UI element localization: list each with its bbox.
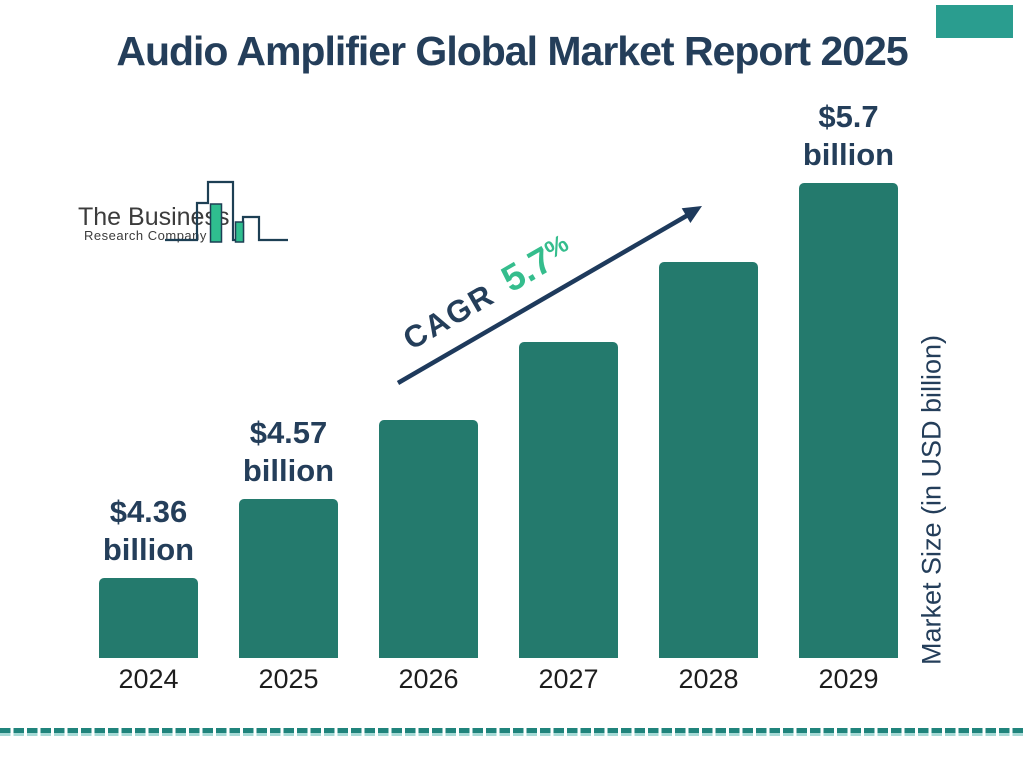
x-tick-2028: 2028 bbox=[678, 664, 739, 694]
x-tick-2027: 2027 bbox=[538, 664, 599, 694]
y-axis-label: Market Size (in USD billion) bbox=[916, 334, 947, 666]
bar-2027 bbox=[519, 342, 618, 658]
bottom-dashed-divider bbox=[0, 728, 1024, 736]
dashed-line-dark bbox=[0, 728, 1024, 733]
logo-bars-icon bbox=[165, 180, 288, 243]
page-title: Audio Amplifier Global Market Report 202… bbox=[116, 28, 908, 74]
bar-2026 bbox=[379, 420, 478, 658]
cagr-annotation: CAGR5.7% bbox=[395, 228, 580, 359]
bar-2029 bbox=[799, 183, 898, 658]
bar-2025 bbox=[239, 499, 338, 658]
bar-2024 bbox=[99, 578, 198, 658]
x-tick-2029: 2029 bbox=[818, 664, 879, 694]
cagr-label: CAGR bbox=[397, 276, 501, 357]
value-label-2024: $4.36 billion bbox=[102, 494, 195, 567]
x-tick-2026: 2026 bbox=[398, 664, 459, 694]
value-label-2025: $4.57 billion bbox=[242, 415, 335, 488]
x-tick-2025: 2025 bbox=[258, 664, 319, 694]
corner-accent-rect bbox=[936, 5, 1013, 38]
bar-2028 bbox=[659, 262, 758, 658]
dashed-line-light bbox=[0, 733, 1024, 736]
x-tick-2024: 2024 bbox=[118, 664, 179, 694]
value-label-2029: $5.7 billion bbox=[802, 99, 895, 172]
